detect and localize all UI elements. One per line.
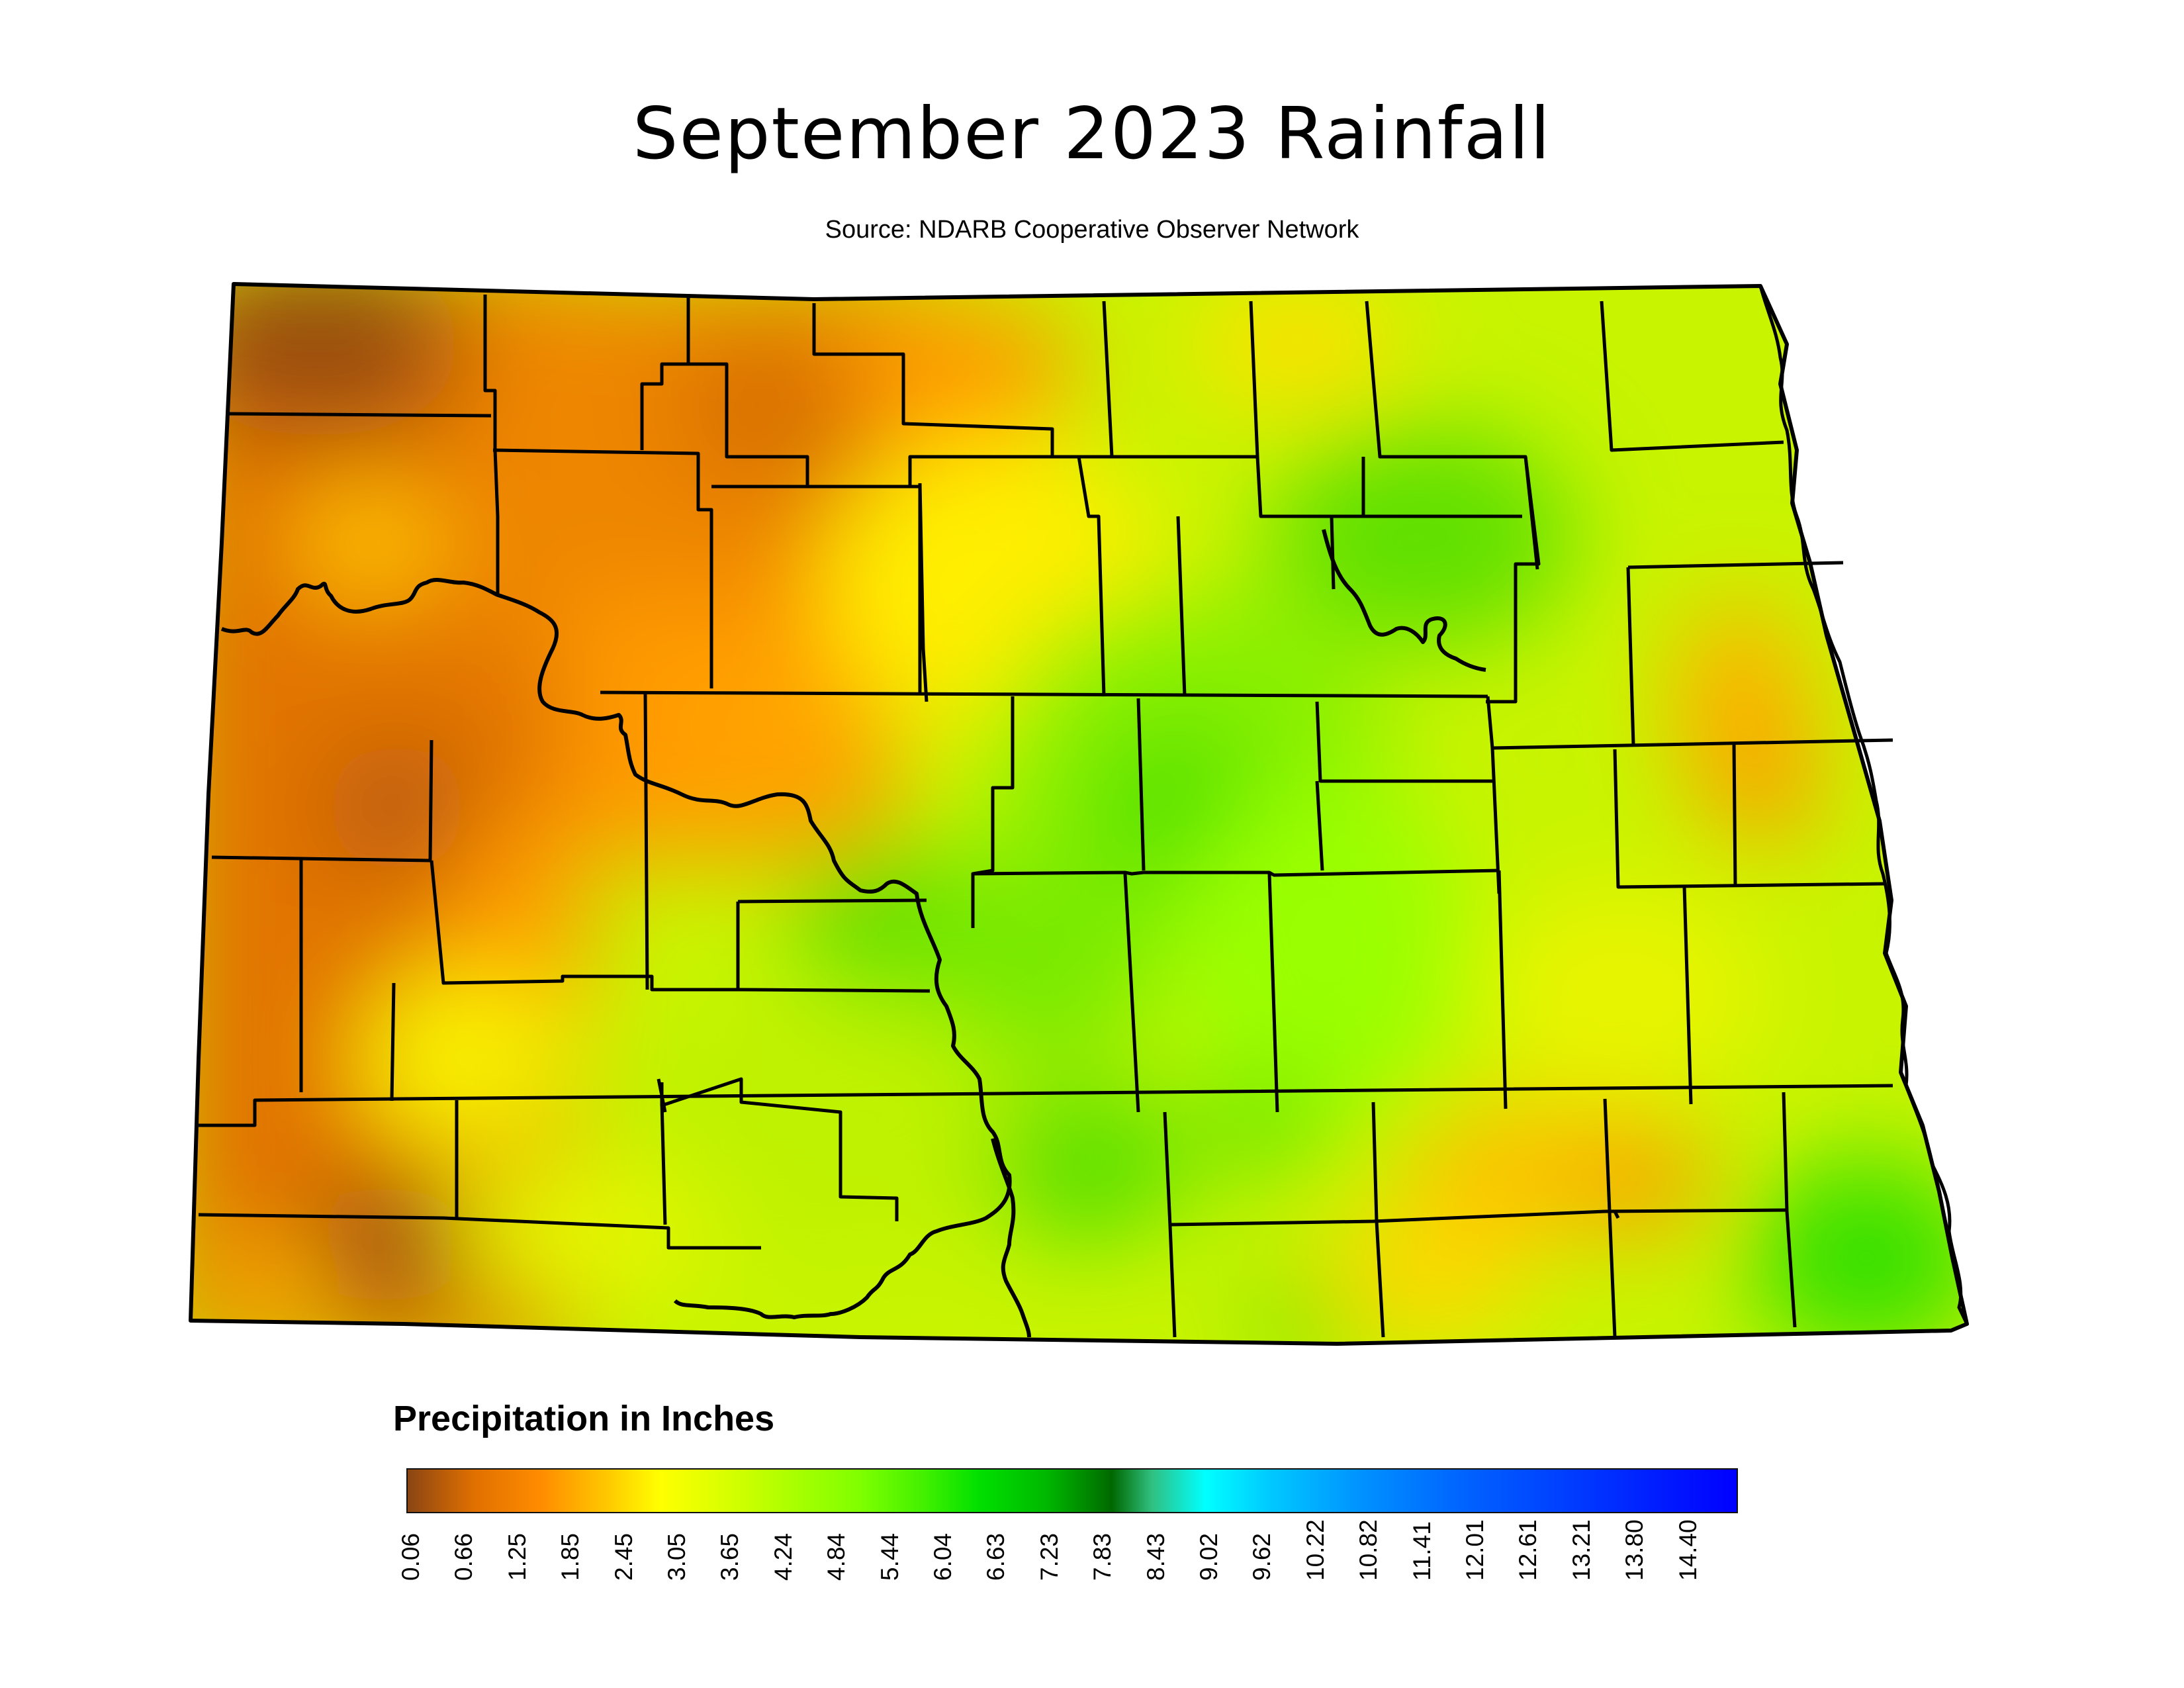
legend-tick-label: 3.05	[663, 1532, 690, 1581]
legend-tick-label: 11.41	[1408, 1521, 1435, 1581]
legend-tick-label: 12.01	[1461, 1519, 1488, 1581]
legend-tick-label: 3.65	[716, 1532, 744, 1581]
legend-tick-label: 10.22	[1301, 1519, 1329, 1581]
red-river-border	[1758, 285, 1969, 1325]
legend-tick-label: 0.06	[397, 1532, 424, 1581]
legend-tick-label: 10.82	[1355, 1519, 1383, 1581]
legend-tick-label: 7.23	[1035, 1532, 1063, 1581]
legend-tick-label: 1.85	[557, 1532, 584, 1581]
legend-tick-label: 1.25	[503, 1532, 531, 1581]
legend-title: Precipitation in Inches	[393, 1399, 775, 1438]
legend-tick-label: 9.02	[1195, 1532, 1222, 1581]
legend-tick-label: 14.40	[1674, 1519, 1702, 1581]
map-title: September 2023 Rainfall	[633, 93, 1551, 175]
legend-tick-label: 8.43	[1142, 1532, 1169, 1581]
legend-tick-label: 5.44	[876, 1532, 903, 1581]
rivers	[220, 529, 1486, 1338]
legend-tick-label: 2.45	[610, 1532, 637, 1581]
legend-tick-label: 13.80	[1621, 1519, 1649, 1581]
map-subtitle: Source: NDARB Cooperative Observer Netwo…	[825, 216, 1359, 244]
legend-tick-label: 6.04	[929, 1532, 956, 1581]
legend-tick-label: 4.24	[769, 1532, 797, 1581]
legend-tick-label: 7.83	[1089, 1532, 1116, 1581]
legend-tick-label: 6.63	[982, 1532, 1010, 1581]
legend-tick-label: 13.21	[1567, 1519, 1595, 1581]
legend-tick-label: 12.61	[1514, 1519, 1542, 1581]
legend-colorbar	[406, 1468, 1738, 1513]
legend-tick-label: 0.66	[450, 1532, 478, 1581]
precipitation-field	[191, 284, 1967, 1344]
legend-tick-label: 4.84	[823, 1532, 850, 1581]
legend-tick-label: 9.62	[1248, 1532, 1276, 1581]
